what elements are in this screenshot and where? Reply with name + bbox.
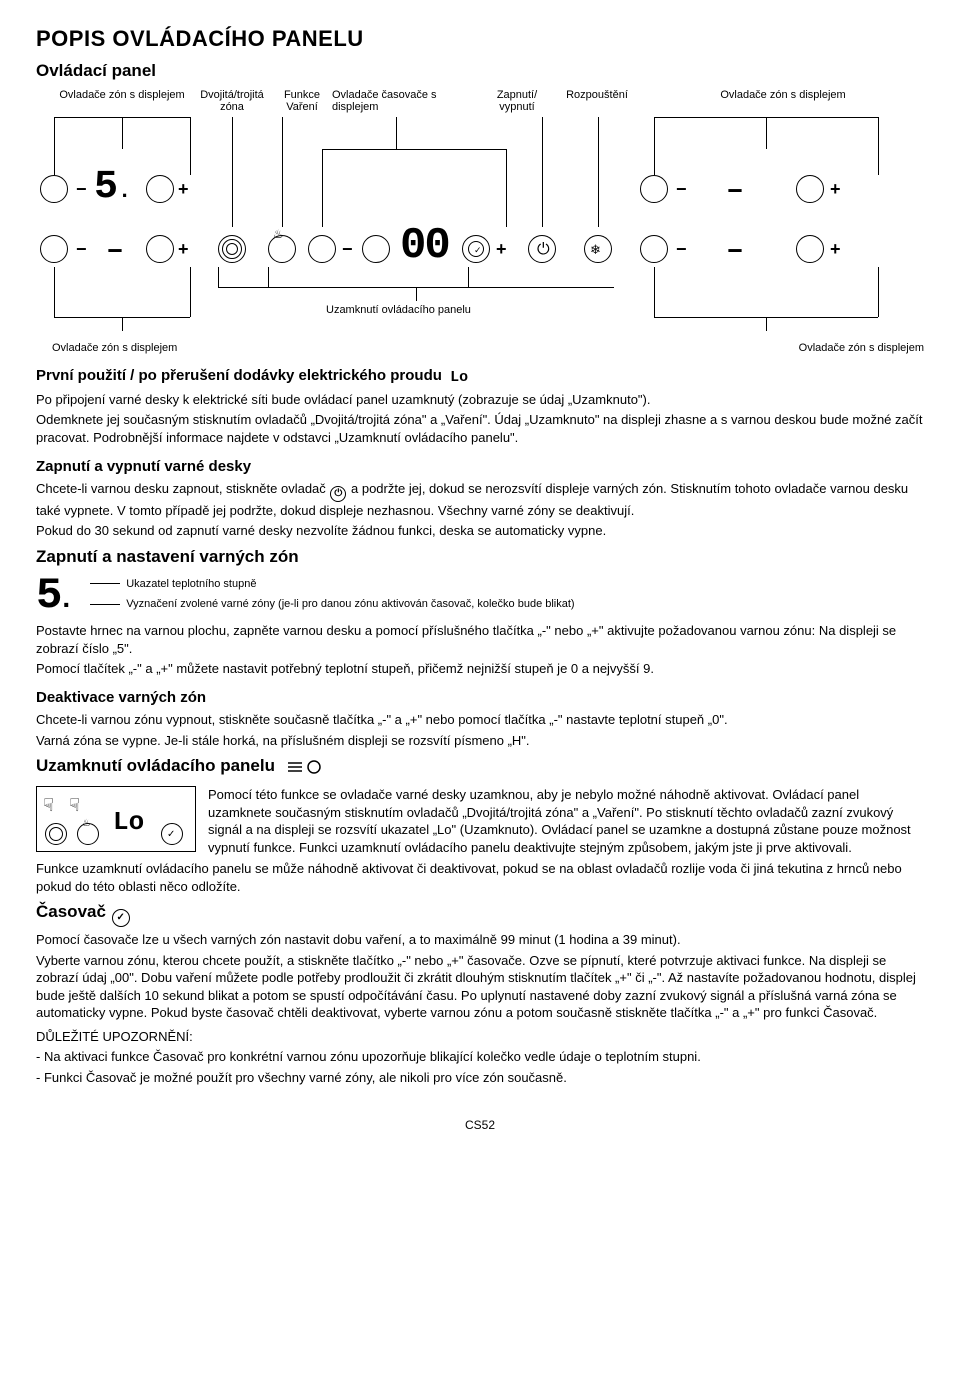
zone-indicator-diagram: 5. Ukazatel teplotního stupně Vyznačení … [36, 577, 924, 617]
text-timer-1: Pomocí časovače lze u všech varných zón … [36, 931, 924, 949]
power-icon: ⏻ [537, 239, 550, 261]
label-dual-zone-1: Dvojitá/trojitá [200, 89, 264, 101]
text-lock-1: Pomocí této funkce se ovladače varné des… [208, 786, 924, 856]
timer-plus-button[interactable] [362, 235, 390, 263]
segment-display-5: 5. [94, 161, 131, 215]
indicator-label-1: Ukazatel teplotního stupně [126, 578, 256, 590]
text-onoff-2: Pokud do 30 sekund od zapnutí varné desk… [36, 522, 924, 540]
plus-button[interactable] [796, 235, 824, 263]
text-deact-2: Varná zóna se vypne. Je-li stále horká, … [36, 732, 924, 750]
control-panel-diagram: Ovladače zón s displejem Dvojitá/trojitá… [36, 89, 924, 356]
plus-button[interactable] [146, 175, 174, 203]
segment-display-dash: – [726, 231, 744, 272]
label-timer: Ovladače časovače s displejem [332, 89, 482, 113]
heading-deactivate: Deaktivace varných zón [36, 688, 924, 708]
plus-button[interactable] [146, 235, 174, 263]
steam-icon: ♨ [273, 226, 284, 242]
text-lock-2: Funkce uzamknutí ovládacího panelu se mů… [36, 860, 924, 895]
label-defrost: Rozpouštění [566, 89, 628, 101]
subtitle: Ovládací panel [36, 60, 924, 83]
heading-firstuse: První použití / po přerušení dodávky ele… [36, 366, 924, 388]
label-zone-left-bot: Ovladače zón s displejem [52, 341, 212, 356]
hand-icon: ☟ [43, 793, 54, 817]
hand-icon: ☟ [69, 793, 80, 817]
note-1: - Na aktivaci funkce Časovač pro konkrét… [36, 1048, 924, 1066]
lock-diagram-box: ☟ ☟ ♨ Lo ✓ [36, 786, 196, 852]
heading-zones: Zapnutí a nastavení varných zón [36, 546, 924, 569]
text-zones-2: Pomocí tlačítek „-" a „+" můžete nastavi… [36, 660, 924, 678]
plus-button[interactable] [796, 175, 824, 203]
minus-button[interactable] [640, 175, 668, 203]
heading-timer: Časovač ✓ [36, 901, 924, 927]
note-title: DŮLEŽITÉ UPOZORNĚNÍ: [36, 1028, 924, 1046]
label-onoff-2: vypnutí [499, 101, 534, 113]
indicator-label-2: Vyznačení zvolené varné zóny (je-li pro … [126, 598, 574, 610]
label-zone-left-top: Ovladače zón s displejem [59, 89, 184, 101]
clock-icon: ✓ [112, 909, 130, 927]
label-onoff-1: Zapnutí/ [497, 89, 537, 101]
text-firstuse-1: Po připojení varné desky k elektrické sí… [36, 391, 924, 409]
key-switch-icon [286, 759, 322, 782]
text-zones-1: Postavte hrnec na varnou plochu, zapněte… [36, 622, 924, 657]
text-timer-2: Vyberte varnou zónu, kterou chcete použí… [36, 952, 924, 1022]
lo-display: Lo [113, 805, 144, 840]
label-zone-right-bot: Ovladače zón s displejem [764, 341, 924, 356]
label-func-2: Vaření [286, 101, 318, 113]
timer-minus-button[interactable] [308, 235, 336, 263]
label-dual-zone-2: zóna [220, 101, 244, 113]
page-title: POPIS OVLÁDACÍHO PANELU [36, 24, 924, 54]
minus-button[interactable] [640, 235, 668, 263]
power-icon: ⏻ [330, 486, 346, 502]
page-number: CS52 [36, 1117, 924, 1133]
label-lock-panel: Uzamknutí ovládacího panelu [326, 303, 471, 318]
text-deact-1: Chcete-li varnou zónu vypnout, stiskněte… [36, 711, 924, 729]
segment-display-dash: – [726, 171, 744, 212]
note-2: - Funkci Časovač je možné použít pro vše… [36, 1069, 924, 1087]
heading-onoff: Zapnutí a vypnutí varné desky [36, 457, 924, 477]
text-firstuse-2: Odemknete jej současným stisknutím ovlad… [36, 411, 924, 446]
label-zone-right-top: Ovladače zón s displejem [720, 89, 845, 101]
minus-button[interactable] [40, 235, 68, 263]
heading-lock: Uzamknutí ovládacího panelu [36, 755, 924, 782]
segment-display-dash: – [106, 231, 124, 272]
snowflake-icon: ❄ [590, 241, 601, 259]
text-onoff-1: Chcete-li varnou desku zapnout, stisknět… [36, 480, 924, 519]
lo-indicator-inline: Lo [450, 368, 468, 388]
label-func-1: Funkce [284, 89, 320, 101]
timer-display-00: 00 [400, 217, 449, 276]
minus-button[interactable] [40, 175, 68, 203]
